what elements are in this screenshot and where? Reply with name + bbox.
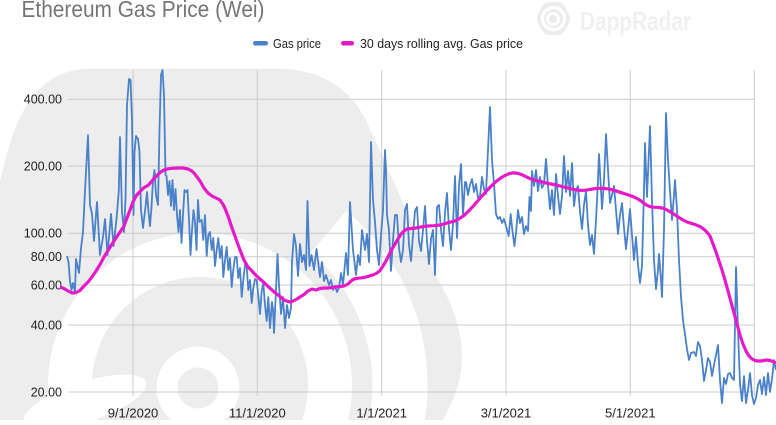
svg-text:400.00: 400.00 [24,93,62,107]
svg-text:9/1/2020: 9/1/2020 [108,406,159,421]
svg-text:5/1/2021: 5/1/2021 [605,406,656,421]
svg-text:3/1/2021: 3/1/2021 [481,406,532,421]
svg-text:200.00: 200.00 [24,159,62,173]
svg-text:11/1/2020: 11/1/2020 [229,406,286,421]
svg-text:1/1/2021: 1/1/2021 [356,406,407,421]
svg-text:80.00: 80.00 [31,250,62,264]
svg-text:20.00: 20.00 [31,385,62,399]
svg-text:100.00: 100.00 [24,227,62,241]
svg-text:60.00: 60.00 [31,278,62,292]
svg-text:30 days rolling avg. Gas price: 30 days rolling avg. Gas price [360,36,523,51]
svg-text:Gas price: Gas price [273,36,321,51]
svg-text:DappRadar: DappRadar [580,6,691,36]
svg-text:Ethereum Gas Price (Wei): Ethereum Gas Price (Wei) [22,0,265,22]
svg-text:40.00: 40.00 [31,318,62,332]
